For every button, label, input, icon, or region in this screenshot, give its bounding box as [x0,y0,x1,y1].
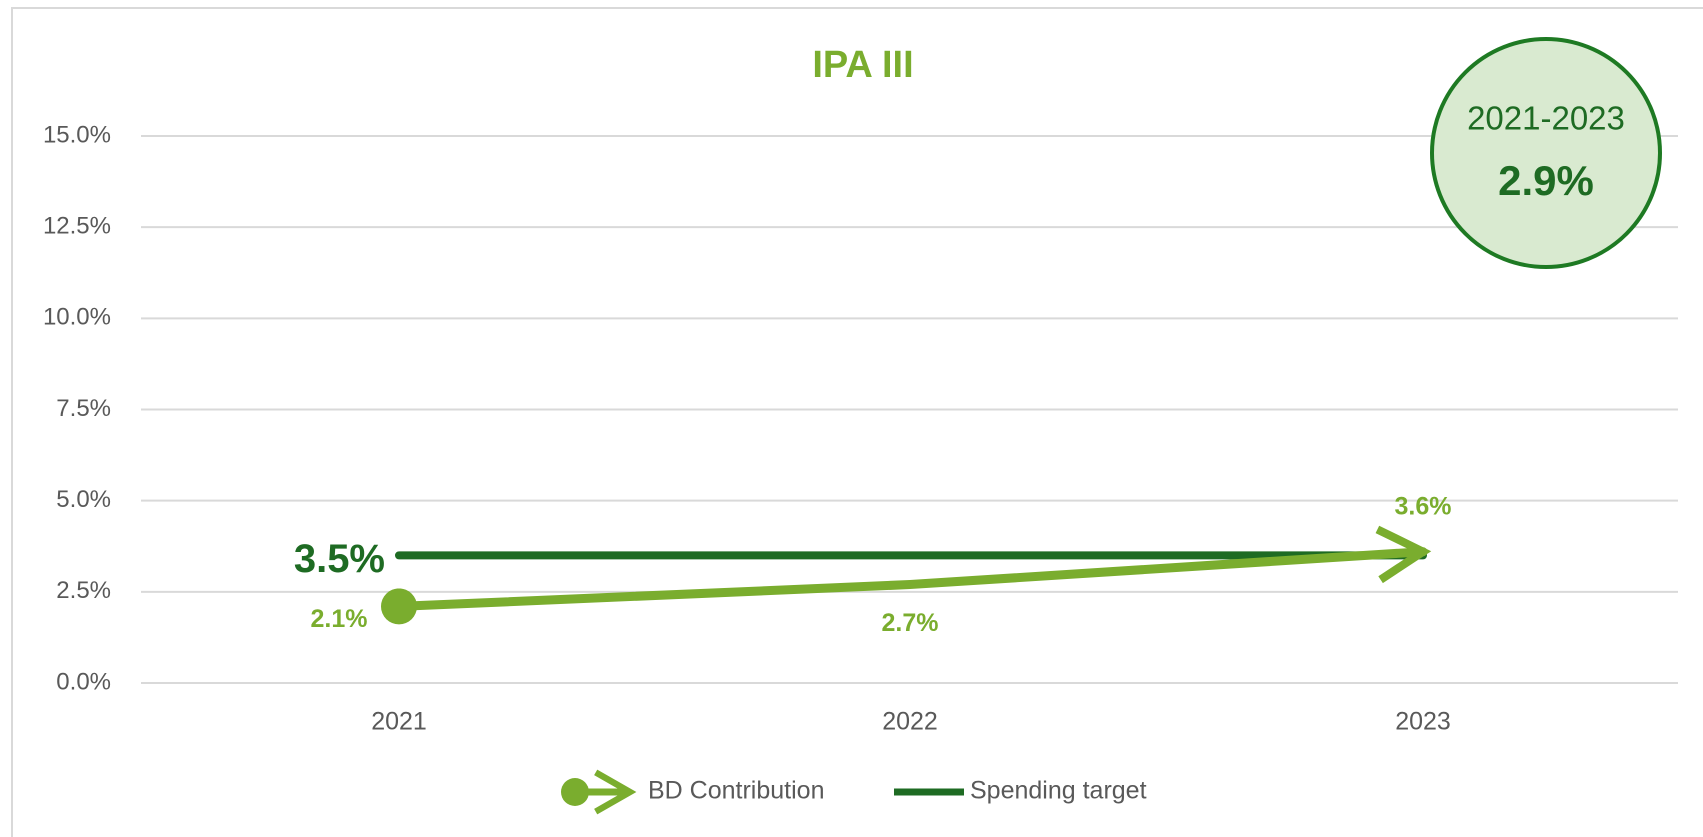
data-label: 2.7% [882,609,939,637]
y-tick-label: 5.0% [56,486,111,513]
data-label: 3.5% [294,537,385,581]
chart-title: IPA III [812,44,913,86]
y-tick-label: 12.5% [43,213,111,240]
data-label: 2.1% [311,605,368,633]
chart-frame [11,7,1703,837]
annotation-circle [1430,37,1662,269]
series-line [381,525,1432,625]
plot-area: 0.0% 2.5% 5.0% 7.5% 10.0% 12.5% 15.0% 2021 2022 2… [43,121,1678,736]
y-tick-label: 0.0% [56,668,111,695]
data-label: 3.6% [1395,492,1452,520]
x-tick-label: 2022 [882,708,938,736]
y-tick-label: 7.5% [56,395,111,422]
y-tick-label: 15.0% [43,121,111,148]
x-tick-label: 2023 [1395,708,1451,736]
annotation-label: 2021-2023 [1467,100,1625,137]
legend-label: Spending target [970,777,1147,805]
x-tick-label: 2021 [371,708,427,736]
y-tick-label: 10.0% [43,304,111,331]
legend-label: BD Contribution [648,777,824,805]
annotation-value: 2.9% [1498,157,1594,204]
y-tick-label: 2.5% [56,577,111,604]
